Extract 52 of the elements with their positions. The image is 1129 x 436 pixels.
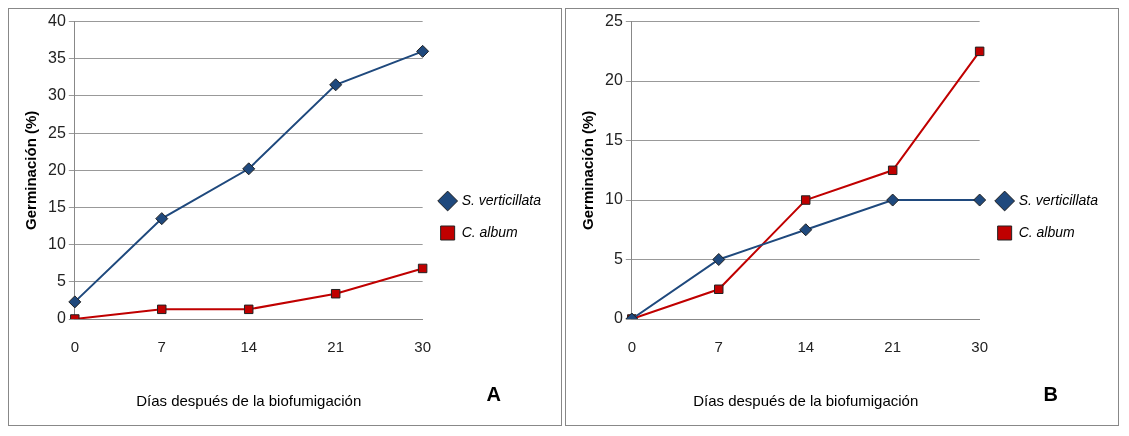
- y-tick-label: 10: [48, 235, 66, 253]
- y-tick-label: 20: [48, 160, 66, 178]
- x-tick-label: 0: [627, 338, 636, 356]
- x-tick-label: 7: [157, 338, 166, 356]
- point: [68, 295, 82, 309]
- y-tick-label: 5: [613, 249, 623, 267]
- y-tick-label: 20: [605, 71, 623, 89]
- point: [887, 165, 898, 176]
- x-tick-label: 14: [240, 338, 258, 356]
- legend-label: S. verticillata: [461, 191, 542, 208]
- y-tick-label: 0: [613, 309, 623, 327]
- x-tick-label: 7: [714, 338, 723, 356]
- point: [242, 162, 256, 176]
- y-tick-label: 25: [48, 123, 66, 141]
- y-tick-label: 0: [56, 309, 66, 327]
- legend-label: S. verticillata: [1018, 191, 1099, 208]
- point: [157, 304, 167, 315]
- y-axis-title: Germinación (%): [22, 110, 40, 230]
- x-tick-label: 21: [327, 338, 345, 356]
- y-tick-label: 5: [56, 272, 66, 290]
- point: [243, 304, 254, 315]
- point: [155, 212, 169, 226]
- legend-label: C. album: [461, 223, 518, 240]
- x-tick-label: 14: [797, 338, 815, 356]
- point: [330, 288, 341, 299]
- legend-label: C. album: [1018, 223, 1075, 240]
- x-tick-label: 30: [414, 338, 431, 356]
- x-axis-title: Días después de la biofumigación: [136, 392, 362, 410]
- text: A: [486, 382, 501, 405]
- point: [973, 193, 987, 207]
- point: [416, 44, 430, 58]
- x-tick-label: 30: [971, 338, 988, 356]
- point: [800, 195, 811, 205]
- y-tick-label: 40: [48, 12, 66, 30]
- x-axis-title: Días después de la biofumigación: [693, 392, 919, 410]
- y-tick-label: 15: [605, 130, 623, 148]
- y-axis-title: Germinación (%): [579, 110, 597, 230]
- text: B: [1043, 382, 1058, 405]
- y-tick-label: 30: [48, 86, 66, 104]
- y-tick-label: 25: [605, 12, 623, 30]
- point: [329, 78, 343, 92]
- point: [886, 193, 900, 207]
- point: [974, 46, 985, 57]
- point: [714, 284, 724, 294]
- y-tick-label: 15: [48, 197, 66, 215]
- point: [799, 223, 813, 237]
- y-tick-label: 10: [605, 190, 623, 208]
- x-tick-label: 0: [70, 338, 79, 356]
- x-tick-label: 21: [884, 338, 902, 356]
- point: [417, 263, 428, 274]
- y-tick-label: 35: [48, 49, 66, 67]
- point: [712, 253, 726, 267]
